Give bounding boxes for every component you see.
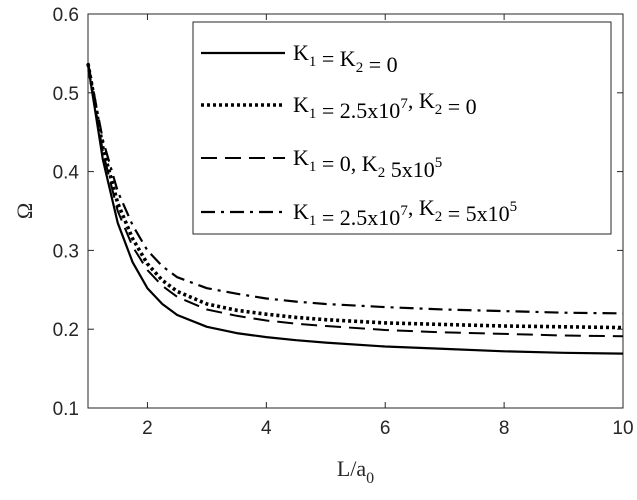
y-tick-label: 0.2	[53, 320, 79, 341]
plot-area	[87, 13, 624, 409]
y-tick-label: 0.6	[53, 5, 79, 26]
series-line-2-dotted	[86, 63, 624, 330]
axis-labels: L/a0 Ω	[12, 203, 374, 487]
legend: K1 = K2 = 0 K1 = 2.5x107, K2 = 0 K1 = 0, K…	[192, 21, 612, 235]
axis-ticks: 2 4 6 8 10 0.1 0.2 0.3 0.4 0.5 0.6	[53, 5, 634, 439]
series-line-3-dashed	[87, 64, 624, 338]
y-tick-label: 0.1	[53, 399, 79, 420]
legend-label-2: K1 = 2.5x107, K2 = 0	[293, 88, 477, 123]
series-lines	[86, 62, 624, 355]
x-tick-label: 2	[142, 418, 153, 439]
series-line-1-solid	[86, 65, 624, 355]
legend-box	[192, 21, 612, 235]
x-axis-label: L/a0	[337, 456, 374, 487]
legend-label-4: K1 = 2.5x107, K2 = 5x105	[293, 195, 517, 230]
y-tick-label: 0.3	[53, 241, 79, 262]
y-axis-label: Ω	[12, 203, 37, 219]
legend-label-1: K1 = K2 = 0	[293, 40, 398, 77]
x-tick-label: 4	[261, 418, 272, 439]
x-tick-label: 10	[612, 418, 633, 439]
x-tick-label: 8	[499, 418, 510, 439]
plot-frame	[87, 13, 624, 409]
legend-label-3: K1 = 0, K2 5x105	[293, 145, 442, 182]
series-line-4-dashdot	[86, 62, 624, 315]
y-tick-label: 0.5	[53, 84, 79, 105]
y-tick-label: 0.4	[53, 163, 80, 184]
x-tick-label: 6	[380, 418, 391, 439]
